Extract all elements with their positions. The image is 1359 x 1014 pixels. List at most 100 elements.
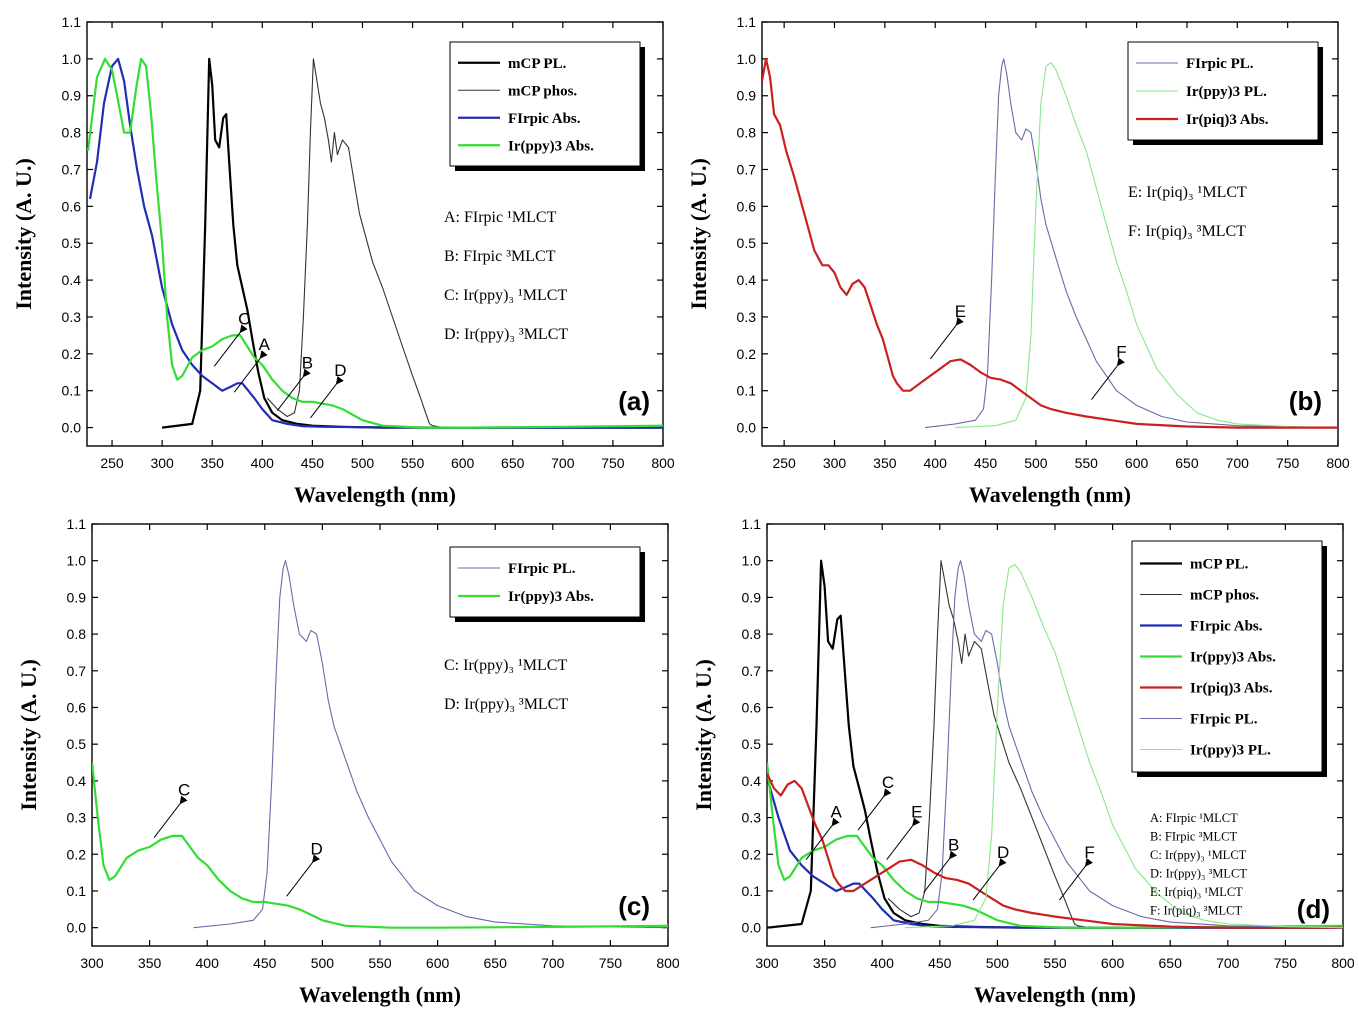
annotation-note: D: Ir(ppy)₃ ³MLCT [1150, 867, 1247, 881]
chart-panel-4: 0.0 0.1 0.2 0.3 0.4 0.5 0.6 0.7 0.8 0.9 1.0 1.1 300 3… [691, 516, 1355, 1007]
y-tick-label: 0.4 [737, 272, 757, 288]
y-tick-label: 0.2 [62, 346, 82, 362]
y-tick-label: 0.0 [62, 420, 82, 436]
annotation-letter: D [997, 843, 1009, 862]
x-tick-label: 600 [451, 455, 475, 471]
annotation-letter: A [259, 335, 271, 354]
chart-panel-3: 0.0 0.1 0.2 0.3 0.4 0.5 0.6 0.7 0.8 0.9 1.0 1.1 300 3… [16, 516, 680, 1007]
y-tick-label: 0.0 [742, 920, 762, 936]
legend-entry: FIrpic PL. [1190, 712, 1258, 728]
y-tick-label: 0.9 [742, 589, 762, 605]
annotation-arrow [213, 324, 248, 367]
y-tick-label: 0.5 [67, 736, 87, 752]
y-tick-label: 0.2 [742, 846, 762, 862]
annotation-arrow [857, 788, 892, 831]
x-tick-label: 800 [1326, 455, 1350, 471]
x-axis-title: Wavelength (nm) [974, 982, 1136, 1007]
annotation-note: A: FIrpic ¹MLCT [1150, 811, 1238, 825]
y-tick-label: 1.0 [67, 553, 87, 569]
x-tick-label: 700 [1226, 455, 1250, 471]
annotation-note: B: FIrpic ³MLCT [444, 248, 556, 265]
annotation-note: D: Ir(ppy)₃ ³MLCT [444, 696, 568, 713]
series-line-firpic-abs [767, 776, 1343, 929]
x-tick-label: 250 [100, 455, 124, 471]
annotation-note: E: Ir(piq)₃ ¹MLCT [1128, 184, 1247, 201]
legend-entry: mCP phos. [508, 83, 577, 99]
annotation-note: B: FIrpic ³MLCT [1150, 830, 1237, 844]
x-tick-label: 700 [541, 955, 565, 971]
x-tick-label: 450 [974, 455, 998, 471]
annotation-note: D: Ir(ppy)₃ ³MLCT [444, 326, 568, 343]
x-tick-label: 450 [253, 955, 277, 971]
x-tick-label: 300 [755, 955, 779, 971]
series-line-irppy3-abs [92, 762, 668, 929]
x-tick-label: 250 [772, 455, 796, 471]
annotation-arrow [929, 316, 964, 360]
annotation-note: A: FIrpic ¹MLCT [444, 209, 557, 226]
legend-entry: Ir(ppy)3 Abs. [508, 589, 594, 605]
legend-entry: FIrpic Abs. [1190, 619, 1263, 635]
annotation-note: C: Ir(ppy)₃ ¹MLCT [444, 287, 567, 304]
x-tick-label: 300 [823, 455, 847, 471]
series-line-firpic-pl [925, 58, 1338, 429]
y-tick-label: 1.1 [67, 516, 87, 532]
x-tick-label: 650 [1159, 955, 1183, 971]
y-tick-label: 0.8 [62, 125, 82, 141]
panel-tag: (c) [618, 891, 650, 921]
y-tick-label: 0.9 [737, 88, 757, 104]
annotation-arrow [805, 817, 840, 860]
y-tick-label: 0.4 [67, 773, 87, 789]
y-tick-label: 0.1 [737, 383, 757, 399]
y-tick-label: 0.0 [737, 420, 757, 436]
x-tick-label: 350 [138, 955, 162, 971]
series-line-firpic-abs [88, 57, 663, 429]
y-tick-label: 1.1 [742, 516, 762, 532]
y-tick-label: 0.6 [62, 198, 82, 214]
legend-entry: Ir(ppy)3 PL. [1186, 84, 1267, 100]
legend-entry: FIrpic PL. [1186, 56, 1254, 72]
legend-entry: FIrpic Abs. [508, 111, 581, 127]
y-tick-label: 0.8 [737, 125, 757, 141]
chart-panel-1: 0.0 0.1 0.2 0.3 0.4 0.5 0.6 0.7 0.8 0.9 1.0 1.1 250 3… [11, 14, 675, 507]
x-tick-label: 500 [1024, 455, 1048, 471]
x-tick-label: 600 [426, 955, 450, 971]
y-tick-label: 0.9 [62, 88, 82, 104]
x-axis-title: Wavelength (nm) [969, 482, 1131, 507]
series-line-mcp-phos [266, 58, 663, 429]
y-tick-label: 0.4 [742, 773, 762, 789]
x-tick-label: 750 [1274, 955, 1298, 971]
y-tick-label: 0.5 [737, 235, 757, 251]
legend-entry: mCP phos. [1190, 588, 1259, 604]
annotation-arrow [310, 375, 344, 419]
y-tick-label: 1.1 [62, 14, 82, 30]
x-tick-label: 500 [311, 955, 335, 971]
annotation-arrow [276, 368, 311, 411]
chart-panel-2: 0.0 0.1 0.2 0.3 0.4 0.5 0.6 0.7 0.8 0.9 1.0 1.1 250 3… [686, 14, 1350, 507]
series-line-firpic-pl [193, 560, 668, 929]
x-tick-label: 350 [873, 455, 897, 471]
y-tick-label: 0.3 [737, 309, 757, 325]
y-axis-title: Intensity (A. U.) [686, 158, 711, 310]
y-tick-label: 1.0 [737, 51, 757, 67]
y-tick-label: 0.0 [67, 920, 87, 936]
x-tick-label: 750 [599, 955, 623, 971]
y-tick-label: 0.5 [742, 736, 762, 752]
annotation-note: F: Ir(piq)₃ ³MLCT [1150, 904, 1242, 918]
annotation-letter: C [238, 309, 250, 328]
x-axis-title: Wavelength (nm) [299, 982, 461, 1007]
x-tick-label: 650 [484, 955, 508, 971]
y-tick-label: 0.2 [737, 346, 757, 362]
x-tick-label: 500 [351, 455, 375, 471]
y-axis-title: Intensity (A. U.) [691, 659, 716, 811]
annotation-letter: E [911, 803, 922, 822]
annotation-arrow [153, 795, 188, 838]
annotation-note: C: Ir(ppy)₃ ¹MLCT [1150, 848, 1247, 862]
x-tick-label: 450 [301, 455, 325, 471]
x-tick-label: 500 [986, 955, 1010, 971]
x-tick-label: 450 [928, 955, 952, 971]
series-line-irppy3-pl [905, 563, 1343, 929]
annotation-arrow [1059, 857, 1093, 901]
annotation-arrow [923, 850, 958, 893]
y-tick-label: 0.3 [62, 309, 82, 325]
